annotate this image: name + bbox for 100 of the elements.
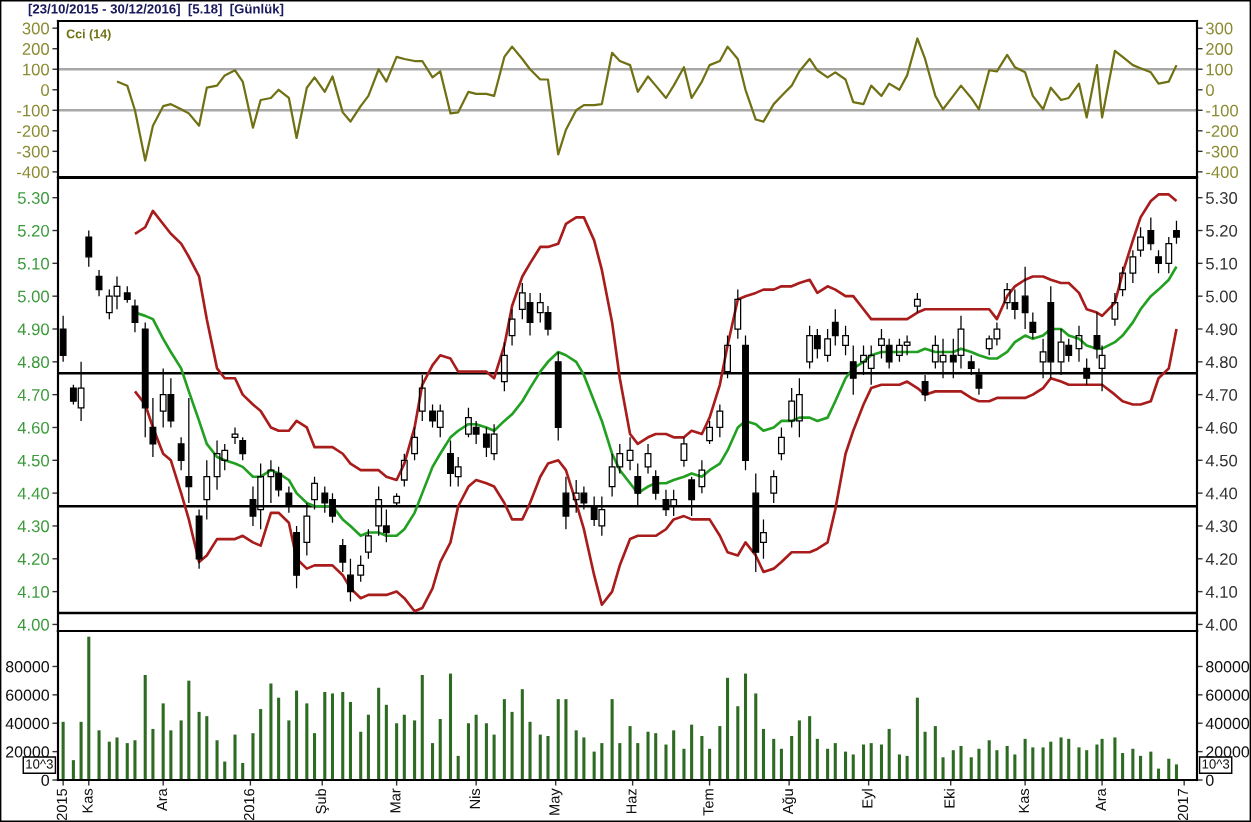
bar <box>869 743 873 780</box>
bar <box>772 738 776 780</box>
candlestick <box>1029 311 1037 340</box>
bar <box>808 716 812 780</box>
bar <box>1100 738 1104 780</box>
bar <box>682 748 686 780</box>
candlestick <box>177 436 185 471</box>
y2-tick-label: 0 <box>1205 84 1214 96</box>
y-tick-label: 4.50 <box>17 454 50 467</box>
bar <box>187 680 191 780</box>
bar <box>708 748 712 780</box>
bar <box>654 733 658 780</box>
bar <box>977 748 981 780</box>
bar <box>546 736 550 780</box>
candlestick <box>706 420 714 445</box>
bar <box>1059 737 1063 780</box>
bar <box>564 699 568 780</box>
y2-tick-label: 80000 <box>1206 661 1250 673</box>
y2-tick-label: -400 <box>1206 166 1239 179</box>
bar <box>269 683 273 780</box>
y-tick-label: -200 <box>17 125 50 138</box>
y-tick-label: 5.20 <box>17 224 50 237</box>
y2-tick-label: 5.10 <box>1206 257 1238 270</box>
bar <box>690 724 694 780</box>
bar <box>431 743 435 780</box>
line-series <box>133 193 1178 482</box>
x-tick-label: Eki <box>943 789 955 808</box>
bar <box>736 706 740 780</box>
bar <box>754 693 758 780</box>
candlestick <box>357 554 365 583</box>
bar <box>115 737 119 780</box>
candlestick <box>85 229 93 268</box>
bar <box>646 731 650 780</box>
candlestick <box>1173 220 1180 245</box>
bar <box>664 744 668 780</box>
bar <box>61 721 65 780</box>
candlestick <box>824 328 832 363</box>
candlestick <box>411 426 419 461</box>
bar <box>610 699 614 780</box>
y-tick-label: 80000 <box>5 661 50 673</box>
candlestick <box>1137 226 1145 258</box>
candlestick <box>195 508 203 570</box>
y-tick-label: 4.90 <box>17 323 50 336</box>
y2-tick-label: 4.30 <box>1205 520 1238 533</box>
bar <box>1139 755 1143 780</box>
bar <box>1174 764 1179 780</box>
y-tick-label: 4.00 <box>17 618 50 631</box>
x-tick-label: Ağu <box>782 789 796 815</box>
x-tick-label: Kas <box>82 788 93 813</box>
bar <box>556 699 560 780</box>
candlestick <box>734 288 742 340</box>
bar <box>582 737 586 780</box>
candlestick <box>777 426 785 461</box>
y2-tick-label: -300 <box>1206 145 1239 158</box>
bar <box>1113 737 1117 780</box>
bar <box>71 760 75 780</box>
bar <box>107 741 111 780</box>
candlestick <box>293 525 301 589</box>
x-tick-label: Mar <box>390 788 401 813</box>
bar <box>287 720 291 780</box>
x-tick-label: Tem <box>703 789 714 816</box>
bar <box>384 704 388 780</box>
bar <box>97 730 101 780</box>
bar <box>438 718 442 780</box>
y-tick-label: -400 <box>17 166 50 179</box>
x-tick-label: Eyl <box>861 789 876 808</box>
bar <box>413 720 417 780</box>
bar <box>987 740 991 780</box>
bar <box>169 730 173 780</box>
y2-tick-label: 4.20 <box>1205 553 1238 565</box>
bar <box>815 738 819 780</box>
bar <box>628 726 632 780</box>
bar <box>879 744 884 780</box>
bar <box>151 728 155 780</box>
bar <box>959 745 963 780</box>
candlestick <box>770 469 778 504</box>
bar <box>951 750 955 780</box>
candlestick <box>231 426 239 445</box>
bar <box>897 754 901 780</box>
candlestick <box>400 453 408 488</box>
bar <box>502 699 506 780</box>
bar <box>1023 738 1027 780</box>
bar <box>377 687 381 780</box>
candlestick <box>842 325 849 356</box>
bar <box>484 723 488 780</box>
bar <box>636 743 640 780</box>
bar <box>520 689 524 780</box>
bar <box>995 750 999 780</box>
bar <box>233 734 237 780</box>
y-tick-label: 4.20 <box>17 553 50 565</box>
bar <box>538 734 542 780</box>
x-tick-label: Ara <box>156 788 168 811</box>
bar <box>395 723 399 780</box>
y2-tick-label: 5.30 <box>1206 192 1238 204</box>
y-tick-label: 4.70 <box>17 389 50 401</box>
bar <box>826 748 830 780</box>
bar <box>1121 753 1125 780</box>
candlestick <box>508 308 516 347</box>
candlestick <box>1021 266 1029 330</box>
y-tick-label: 0 <box>41 84 50 96</box>
